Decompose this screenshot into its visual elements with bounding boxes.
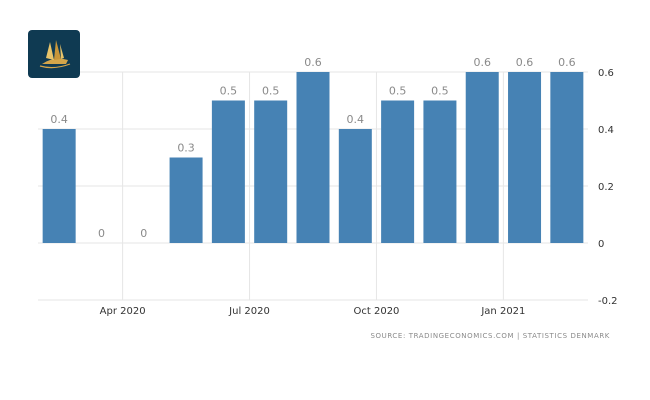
data-label: 0.5 xyxy=(389,85,407,98)
bar xyxy=(42,129,76,243)
data-label: 0.6 xyxy=(473,56,491,69)
x-tick-label: Jan 2021 xyxy=(480,306,525,317)
data-label: 0.3 xyxy=(177,142,195,155)
bar xyxy=(296,72,330,243)
x-tick-label: Apr 2020 xyxy=(100,306,146,317)
y-tick-label: 0.2 xyxy=(598,182,614,193)
bar xyxy=(423,100,457,243)
data-label: 0.6 xyxy=(516,56,534,69)
data-label: 0.6 xyxy=(304,56,322,69)
bar xyxy=(254,100,288,243)
y-tick-label: 0.6 xyxy=(598,68,614,79)
y-tick-label: 0 xyxy=(598,239,604,250)
bar xyxy=(381,100,415,243)
x-tick-label: Jul 2020 xyxy=(228,306,270,317)
data-label: 0.4 xyxy=(50,113,68,126)
y-tick-label: -0.2 xyxy=(598,296,618,307)
bar xyxy=(550,72,584,243)
bar xyxy=(169,157,203,243)
data-label: 0.5 xyxy=(262,85,280,98)
data-label: 0.5 xyxy=(431,85,449,98)
bar xyxy=(508,72,542,243)
bar xyxy=(338,129,372,243)
x-tick-label: Oct 2020 xyxy=(354,306,400,317)
data-label: 0.4 xyxy=(347,113,365,126)
source-note: SOURCE: TRADINGECONOMICS.COM | STATISTIC… xyxy=(370,332,610,340)
data-label: 0 xyxy=(98,227,105,240)
data-label: 0.5 xyxy=(220,85,238,98)
data-label: 0 xyxy=(140,227,147,240)
y-tick-label: 0.4 xyxy=(598,125,614,136)
y-axis-ticks: -0.2 0 0.2 0.4 0.6 xyxy=(598,68,618,307)
sail-logo-icon xyxy=(39,40,71,69)
data-labels: 0.4 0 0 0.3 0.5 0.5 0.6 0.4 0.5 0.5 0.6 0.6 0.6 xyxy=(50,56,575,240)
bar xyxy=(211,100,245,243)
bar xyxy=(465,72,499,243)
logo xyxy=(28,30,80,78)
x-axis-ticks: Apr 2020 Jul 2020 Oct 2020 Jan 2021 xyxy=(100,306,526,317)
bars xyxy=(42,72,584,243)
data-label: 0.6 xyxy=(558,56,576,69)
